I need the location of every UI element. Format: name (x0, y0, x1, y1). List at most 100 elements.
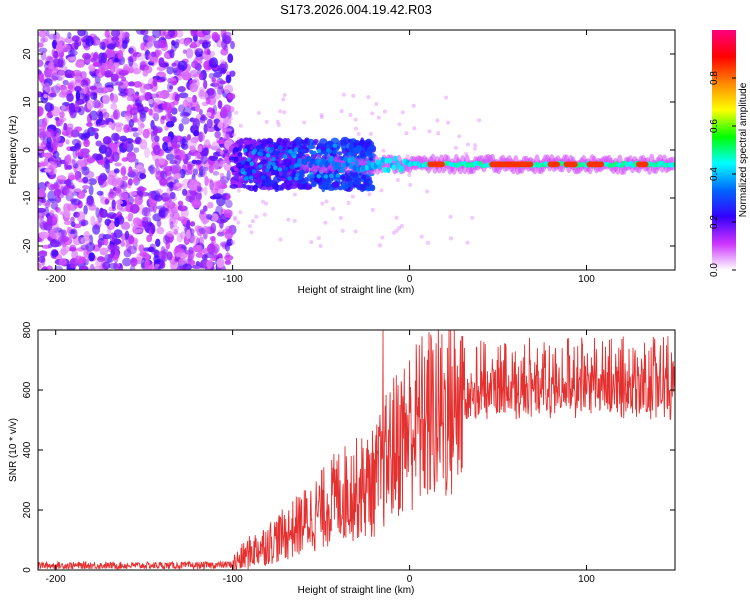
noise-blob (156, 226, 165, 235)
noise-blob (180, 112, 191, 117)
noise-blob (81, 166, 88, 171)
noise-blob (186, 219, 191, 230)
noise-blob (146, 234, 153, 243)
noise-blob (206, 126, 216, 132)
noise-blob (114, 217, 120, 228)
noise-blob (106, 212, 117, 219)
noise-blob (186, 134, 192, 141)
noise-blob (93, 265, 104, 270)
noise-blob (211, 31, 219, 41)
sparse-blob (395, 178, 400, 183)
noise-blob (218, 121, 223, 130)
noise-blob (180, 142, 186, 149)
noise-blob (136, 52, 146, 61)
noise-blob (46, 141, 52, 149)
noise-blob (52, 150, 60, 159)
colorbar-tick-label: 0.0 (709, 263, 720, 277)
noise-blob (229, 70, 236, 77)
cloud-blob (237, 152, 243, 157)
noise-blob (61, 104, 66, 111)
noise-blob (175, 252, 183, 258)
sparse-blob (238, 123, 243, 128)
noise-blob (139, 173, 147, 180)
noise-blob (127, 126, 135, 133)
ridge-peak (563, 161, 578, 168)
spectrogram-ytick-label: 0 (22, 147, 33, 153)
noise-blob (139, 112, 147, 122)
noise-blob (75, 61, 85, 68)
noise-blob (85, 242, 96, 252)
ridge-core (400, 165, 405, 172)
noise-blob (137, 117, 144, 127)
noise-blob (60, 185, 70, 195)
noise-blob (191, 199, 202, 209)
ridge-core (343, 156, 349, 163)
sparse-blob (292, 218, 297, 223)
noise-blob (71, 159, 76, 165)
noise-blob (139, 82, 146, 94)
sparse-blob (260, 199, 265, 204)
noise-blob (40, 51, 47, 61)
cloud-blob (285, 179, 294, 185)
cloud-hot-blob (283, 166, 289, 172)
ridge-core (366, 160, 372, 167)
noise-blob (146, 128, 153, 135)
noise-blob (38, 199, 43, 206)
spectrogram-ytick-label: 10 (22, 96, 33, 108)
noise-blob (198, 72, 204, 81)
noise-blob (103, 237, 109, 246)
noise-blob (134, 195, 143, 206)
noise-blob (148, 60, 155, 66)
noise-blob (208, 155, 219, 161)
noise-blob (43, 82, 51, 93)
cloud-hot-blob (261, 175, 266, 180)
noise-blob (134, 158, 139, 165)
noise-blob (75, 90, 81, 102)
noise-blob (66, 56, 77, 61)
noise-blob (200, 154, 208, 165)
snr-series-line (38, 330, 675, 570)
noise-blob (70, 221, 76, 228)
cloud-blob (264, 180, 272, 188)
noise-blob (102, 234, 112, 240)
noise-blob (190, 235, 200, 245)
cloud-blob (361, 184, 367, 191)
noise-blob (88, 65, 96, 72)
noise-blob (192, 118, 200, 130)
noise-blob (181, 116, 190, 125)
noise-blob (88, 184, 94, 196)
noise-blob (85, 199, 95, 207)
noise-blob (59, 235, 69, 243)
noise-blob (102, 261, 111, 270)
noise-blob (94, 39, 102, 45)
noise-blob (74, 101, 80, 112)
noise-blob (169, 191, 176, 200)
noise-blob (60, 85, 68, 96)
spectrogram-ylabel: Frequency (Hz) (8, 116, 19, 185)
noise-blob (69, 244, 77, 252)
noise-blob (218, 63, 226, 70)
noise-blob (184, 96, 194, 103)
noise-blob (38, 106, 44, 117)
cloud-hot-blob (251, 169, 257, 174)
noise-blob (113, 254, 119, 263)
snr-xlabel: Height of straight line (km) (298, 585, 415, 596)
sparse-blob (346, 200, 351, 205)
noise-blob (124, 230, 130, 240)
noise-blob (49, 229, 59, 239)
noise-blob (165, 230, 175, 237)
noise-blob (177, 60, 188, 72)
noise-blob (111, 199, 116, 209)
colorbar-tick-label: 0.4 (709, 167, 720, 181)
noise-blob (226, 170, 231, 181)
noise-blob (194, 152, 201, 157)
sparse-blob (338, 216, 343, 221)
noise-blob (110, 30, 121, 38)
ridge-core (386, 167, 391, 174)
noise-blob (95, 140, 103, 147)
noise-blob (208, 163, 214, 174)
noise-blob (83, 139, 90, 148)
noise-blob (219, 172, 225, 180)
snr-xtick-label: -200 (46, 574, 66, 585)
noise-blob (124, 110, 131, 116)
